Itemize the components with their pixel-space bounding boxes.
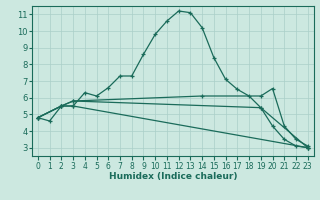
X-axis label: Humidex (Indice chaleur): Humidex (Indice chaleur): [108, 172, 237, 181]
